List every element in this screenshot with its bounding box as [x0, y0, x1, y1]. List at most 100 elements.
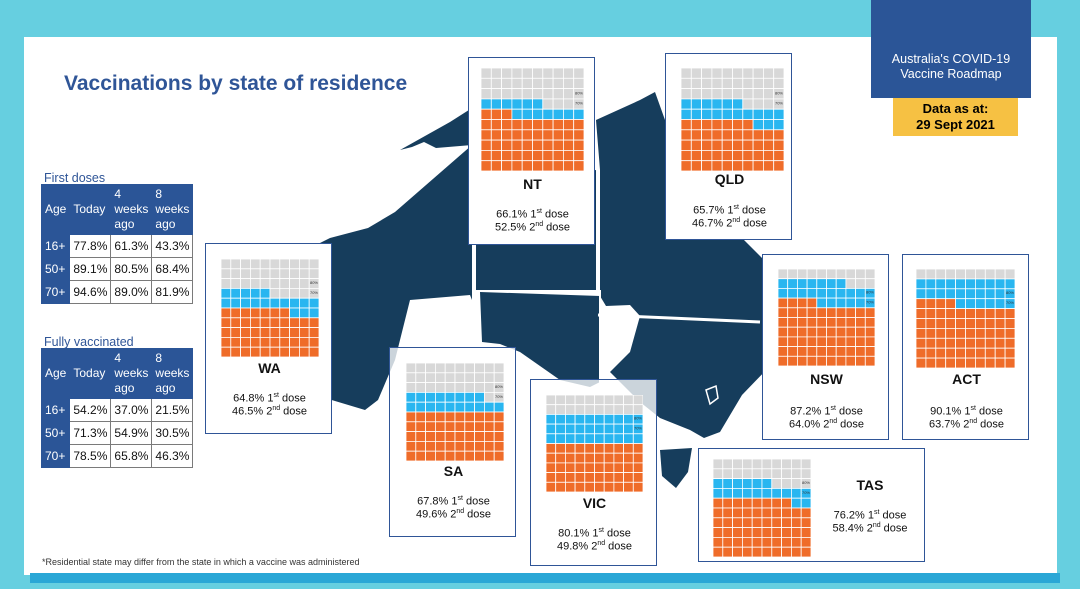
dose-value: 49.8% 2: [556, 540, 598, 553]
waffle-cell-first-dose: [425, 401, 436, 413]
waffle-cell-first-dose: [546, 423, 557, 435]
waffle-cell-unvaccinated: [732, 459, 743, 470]
waffle-cell-unvaccinated: [681, 88, 692, 100]
waffle-cell-second-dose: [490, 119, 503, 131]
waffle-cell-second-dose: [791, 527, 802, 538]
waffle-cell-first-dose: [722, 478, 734, 489]
ordinal-suffix: nd: [272, 405, 281, 412]
waffle-cell-first-dose: [613, 423, 625, 435]
waffle-cell-unvaccinated: [751, 459, 763, 470]
waffle-cell-second-dose: [546, 452, 557, 464]
waffle-cell-second-dose: [722, 497, 734, 509]
waffle-cell-second-dose: [751, 517, 763, 528]
waffle-cell-second-dose: [787, 346, 798, 357]
waffle-cell-unvaccinated: [763, 98, 775, 110]
waffle-cell-unvaccinated: [299, 278, 310, 289]
waffle-cell-first-dose: [751, 487, 763, 499]
waffle-cell-second-dose: [240, 346, 251, 357]
waffle-cell-unvaccinated: [722, 459, 734, 470]
waffle-cell-unvaccinated: [269, 287, 281, 299]
waffle-cell-second-dose: [425, 450, 436, 461]
waffle-cell-second-dose: [221, 337, 232, 348]
waffle-cell-first-dose: [546, 413, 557, 425]
waffle-cell-second-dose: [965, 318, 976, 329]
waffle-cell-second-dose: [752, 129, 764, 141]
waffle-cell-unvaccinated: [230, 278, 242, 289]
waffle-cell-second-dose: [464, 421, 475, 432]
waffle-cell-second-dose: [249, 337, 261, 348]
waffle-cell-second-dose: [594, 443, 605, 454]
target-label: 80%: [310, 280, 318, 285]
date-value: 29 Sept 2021: [916, 117, 995, 132]
waffle-cell-unvaccinated: [493, 363, 504, 374]
waffle-cell-second-dose: [781, 537, 792, 548]
waffle-cell-first-dose: [955, 288, 966, 300]
waffle-cell-second-dose: [864, 317, 875, 328]
waffle-cell-first-dose: [916, 288, 927, 300]
waffle-cell-unvaccinated: [826, 269, 837, 280]
waffle-cell-second-dose: [781, 517, 792, 528]
state-card-nsw: 80% 70% NSW 87.2% 1st dose 64.0% 2nd dose: [762, 254, 889, 440]
waffle-cell-unvaccinated: [221, 268, 232, 280]
waffle-cell-unvaccinated: [994, 269, 1006, 280]
waffle-cell-unvaccinated: [563, 68, 575, 79]
waffle-cell-unvaccinated: [781, 468, 792, 480]
waffle-cell-second-dose: [916, 347, 927, 359]
value-cell: 21.5%: [151, 398, 194, 422]
waffle-cell-unvaccinated: [406, 372, 417, 384]
waffle-cell-first-dose: [741, 478, 753, 489]
waffle-cell-second-dose: [864, 326, 875, 338]
waffle-cell-second-dose: [521, 150, 533, 162]
dose-word: dose: [280, 405, 308, 418]
waffle-cell-unvaccinated: [308, 259, 319, 270]
waffle-cell-second-dose: [781, 507, 792, 519]
waffle-cell-first-dose: [787, 278, 798, 289]
waffle-cell-second-dose: [826, 355, 837, 366]
waffle-cell-unvaccinated: [454, 372, 466, 384]
waffle-cell-unvaccinated: [564, 395, 576, 406]
waffle-cell-unvaccinated: [484, 372, 495, 384]
waffle-cell-second-dose: [240, 327, 251, 338]
waffle-cell-unvaccinated: [574, 395, 586, 406]
waffle-cell-unvaccinated: [444, 382, 456, 393]
waffle-cell-second-dose: [594, 462, 605, 474]
ordinal-suffix: nd: [597, 540, 606, 547]
waffle-cell-first-dose: [230, 297, 242, 309]
waffle-cell-second-dose: [230, 346, 242, 357]
waffle-cell-second-dose: [474, 411, 485, 423]
first-dose-label: 65.7% 1st dose: [666, 201, 793, 218]
waffle-cell-unvaccinated: [289, 278, 300, 289]
waffle-cell-unvaccinated: [864, 269, 875, 280]
waffle-cell-second-dose: [796, 346, 808, 357]
table-row: 16+ 54.2% 37.0% 21.5%: [40, 398, 194, 422]
waffle-cell-second-dose: [289, 337, 300, 348]
waffle-cell-second-dose: [484, 441, 495, 452]
waffle-cell-second-dose: [564, 443, 576, 454]
waffle-cell-unvaccinated: [732, 68, 744, 79]
waffle-cell-second-dose: [464, 450, 475, 461]
waffle-cell-unvaccinated: [289, 268, 300, 280]
target-label: 80%: [495, 384, 503, 389]
waffle-cell-second-dose: [444, 441, 456, 452]
waffle-cell-second-dose: [955, 328, 966, 339]
waffle-cell-unvaccinated: [464, 382, 475, 393]
waffle-cell-unvaccinated: [835, 269, 847, 280]
dose-word: dose: [541, 208, 569, 221]
waffle-cell-second-dose: [240, 307, 251, 319]
waffle-cell-second-dose: [916, 328, 927, 339]
waffle-cell-first-dose: [690, 108, 703, 120]
waffle-cell-second-dose: [916, 308, 927, 319]
waffle-cell-second-dose: [781, 497, 792, 509]
waffle-cell-second-dose: [711, 139, 723, 151]
waffle-cell-second-dose: [521, 160, 533, 171]
waffle-cell-second-dose: [269, 317, 281, 328]
waffle-cell-second-dose: [732, 527, 743, 538]
waffle-cell-second-dose: [751, 546, 763, 557]
waffle-cell-second-dose: [690, 139, 703, 151]
waffle-cell-second-dose: [711, 150, 723, 162]
waffle-cell-unvaccinated: [532, 88, 544, 100]
waffle-cell-unvaccinated: [490, 68, 503, 79]
waffle-cell-unvaccinated: [299, 287, 310, 299]
waffle-cell-first-dose: [732, 98, 744, 110]
waffle-cell-second-dose: [771, 507, 782, 519]
